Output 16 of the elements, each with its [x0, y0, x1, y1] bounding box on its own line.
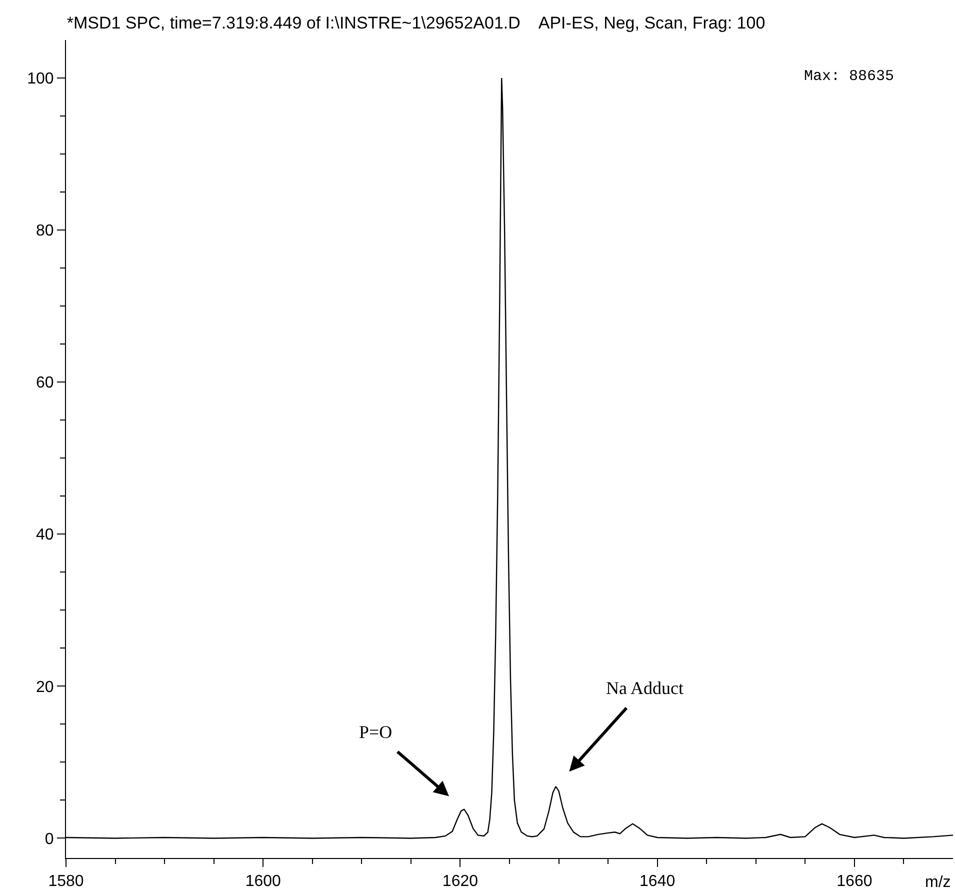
x-tick-label: 1620 — [442, 873, 478, 890]
x-tick-label: 1640 — [640, 873, 676, 890]
chart-title: *MSD1 SPC, time=7.319:8.449 of I:\INSTRE~1\29652A01.D API-ES, Neg, Scan, Frag: 100 — [66, 13, 766, 32]
y-tick-label: 80 — [36, 222, 54, 240]
y-tick-label: 60 — [36, 374, 54, 392]
y-tick-label: 0 — [44, 830, 54, 848]
y-tick-label: 40 — [36, 526, 54, 544]
annotation: Max: 88635 — [804, 68, 894, 85]
x-tick-label: 1600 — [245, 873, 282, 890]
y-tick-label: 20 — [36, 678, 54, 696]
y-tick-label: 100 — [27, 70, 54, 88]
x-tick-label: 1660 — [836, 873, 872, 890]
annotation: Na Adduct — [606, 678, 684, 698]
annotation: P=O — [359, 722, 392, 742]
x-axis-title: m/z — [925, 874, 951, 891]
x-tick-label: 1580 — [48, 873, 84, 890]
